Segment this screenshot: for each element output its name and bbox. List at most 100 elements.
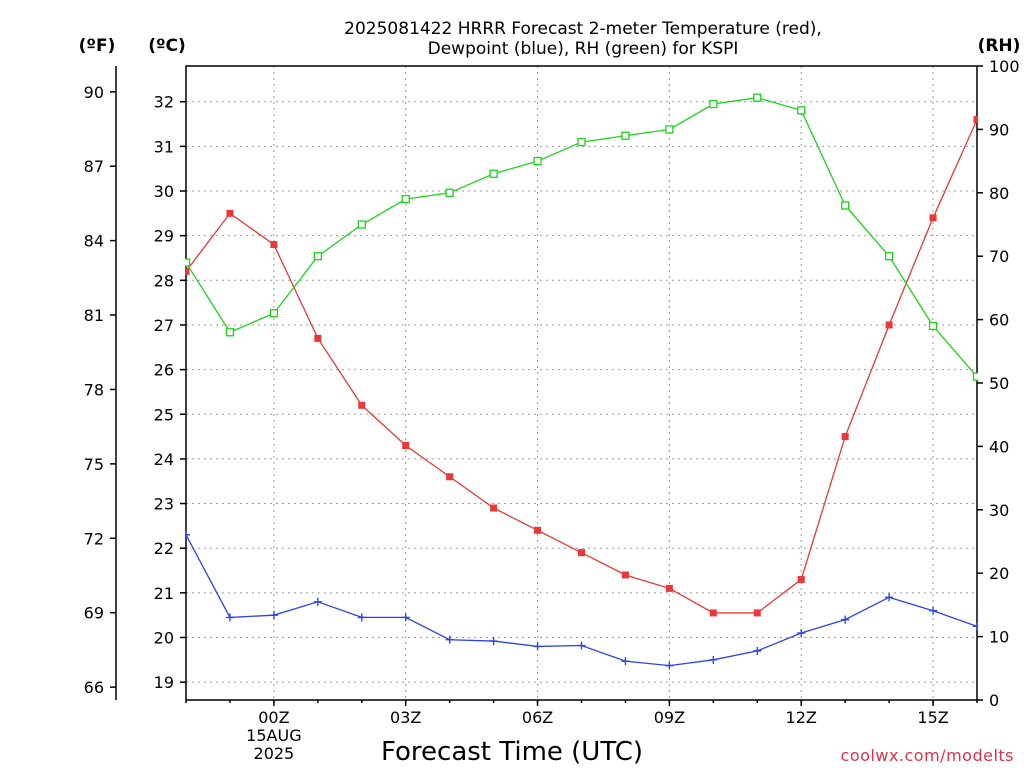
rh-tick-label: 30	[989, 501, 1009, 520]
dewpoint-point	[797, 629, 806, 638]
x-tick-label: 00Z	[258, 708, 289, 727]
chart-title-line2: Dewpoint (blue), RH (green) for KSPI	[428, 39, 739, 59]
rh-point	[445, 188, 454, 197]
fahrenheit-tick-label: 75	[84, 455, 104, 474]
fahrenheit-tick-label: 90	[84, 83, 104, 102]
celsius-tick-label: 28	[154, 271, 174, 290]
series-rh	[185, 93, 978, 381]
temperature-point	[402, 442, 410, 450]
rh-tick-label: 80	[989, 184, 1009, 203]
credit-text: coolwx.com/modelts	[841, 746, 1014, 765]
rh-point	[577, 137, 586, 147]
axes	[110, 65, 983, 706]
fahrenheit-tick-label: 87	[84, 157, 104, 176]
x-axis-label: Forecast Time (UTC)	[381, 737, 643, 767]
fahrenheit-tick-label: 84	[84, 232, 104, 251]
rh-point	[841, 201, 850, 210]
rh-point	[185, 258, 191, 267]
grid-lines	[186, 66, 977, 700]
x-tick-label: 09Z	[654, 708, 685, 727]
celsius-tick-label: 19	[154, 673, 174, 692]
temperature-point	[270, 241, 278, 249]
rh-tick-label: 100	[989, 57, 1020, 76]
temperature-point	[446, 473, 454, 481]
temperature-point	[358, 401, 366, 409]
celsius-tick-label: 29	[154, 227, 174, 246]
rh-point	[753, 93, 762, 102]
celsius-axis-unit: (ºC)	[148, 36, 186, 56]
celsius-tick-label: 30	[154, 182, 174, 201]
x-tick-label: 15Z	[917, 708, 948, 727]
celsius-tick-label: 20	[154, 628, 174, 647]
temperature-point	[885, 321, 893, 329]
dewpoint-point	[753, 646, 762, 655]
rh-tick-label: 50	[989, 374, 1009, 393]
fahrenheit-tick-label: 81	[84, 306, 104, 325]
dewpoint-point	[973, 622, 978, 631]
temperature-point	[226, 209, 234, 217]
series-temperature	[185, 116, 978, 617]
celsius-tick-label: 21	[154, 584, 174, 603]
rh-tick-label: 70	[989, 247, 1009, 266]
dewpoint-point	[841, 615, 850, 624]
celsius-tick-label: 32	[154, 93, 174, 112]
temperature-point	[578, 549, 585, 557]
temperature-point	[929, 214, 937, 222]
dewpoint-point	[929, 606, 938, 615]
rh-point	[357, 220, 366, 229]
x-tick-label: 06Z	[522, 708, 553, 727]
date-label: 2025	[254, 744, 295, 763]
rh-point	[489, 169, 498, 178]
fahrenheit-tick-label: 72	[84, 529, 104, 548]
dewpoint-point	[445, 635, 454, 644]
dewpoint-point	[489, 637, 498, 646]
rh-point	[884, 252, 894, 261]
rh-tick-label: 10	[989, 628, 1009, 647]
rh-point	[665, 125, 674, 134]
rh-tick-label: 20	[989, 564, 1009, 583]
series-line-temperature	[185, 119, 978, 614]
dewpoint-point	[709, 655, 718, 664]
fahrenheit-tick-label: 66	[84, 678, 104, 697]
celsius-tick-label: 27	[154, 316, 174, 335]
temperature-point	[490, 504, 498, 512]
celsius-tick-label: 31	[154, 137, 174, 156]
temperature-point	[797, 575, 805, 583]
x-tick-label: 03Z	[390, 708, 421, 727]
dewpoint-point	[185, 530, 190, 539]
celsius-tick-label: 26	[154, 361, 174, 380]
celsius-tick-label: 22	[154, 539, 174, 558]
temperature-point	[841, 433, 849, 441]
x-tick-label: 12Z	[786, 708, 817, 727]
celsius-tick-label: 25	[154, 405, 174, 424]
dewpoint-point	[357, 613, 366, 622]
dewpoint-point	[313, 597, 322, 606]
chart-title-line1: 2025081422 HRRR Forecast 2-meter Tempera…	[344, 19, 822, 39]
rh-point	[225, 328, 235, 337]
temperature-point	[753, 609, 761, 617]
temperature-point	[534, 526, 542, 534]
rh-tick-label: 0	[989, 691, 999, 710]
dewpoint-point	[533, 642, 542, 651]
temperature-point	[185, 267, 190, 275]
rh-point	[797, 106, 806, 115]
series-dewpoint	[185, 530, 978, 670]
dewpoint-point	[225, 613, 234, 622]
data-series	[185, 93, 978, 670]
dewpoint-point	[269, 611, 278, 620]
rh-point	[269, 309, 279, 318]
fahrenheit-tick-label: 78	[84, 380, 104, 399]
celsius-tick-label: 24	[154, 450, 174, 469]
rh-point	[621, 131, 630, 140]
rh-point	[928, 321, 938, 331]
tick-labels: 19 20 21 22 23 24 25 26 27 28 29 30 31 32 66 69 72 75 78 81…	[84, 57, 1020, 763]
date-label: 15AUG	[246, 726, 301, 745]
celsius-tick-label: 23	[154, 495, 174, 514]
rh-point	[401, 194, 410, 204]
dewpoint-point	[401, 613, 410, 622]
dewpoint-point	[665, 661, 674, 670]
rh-tick-label: 60	[989, 311, 1009, 330]
dewpoint-point	[621, 657, 630, 666]
rh-tick-label: 90	[989, 120, 1009, 139]
